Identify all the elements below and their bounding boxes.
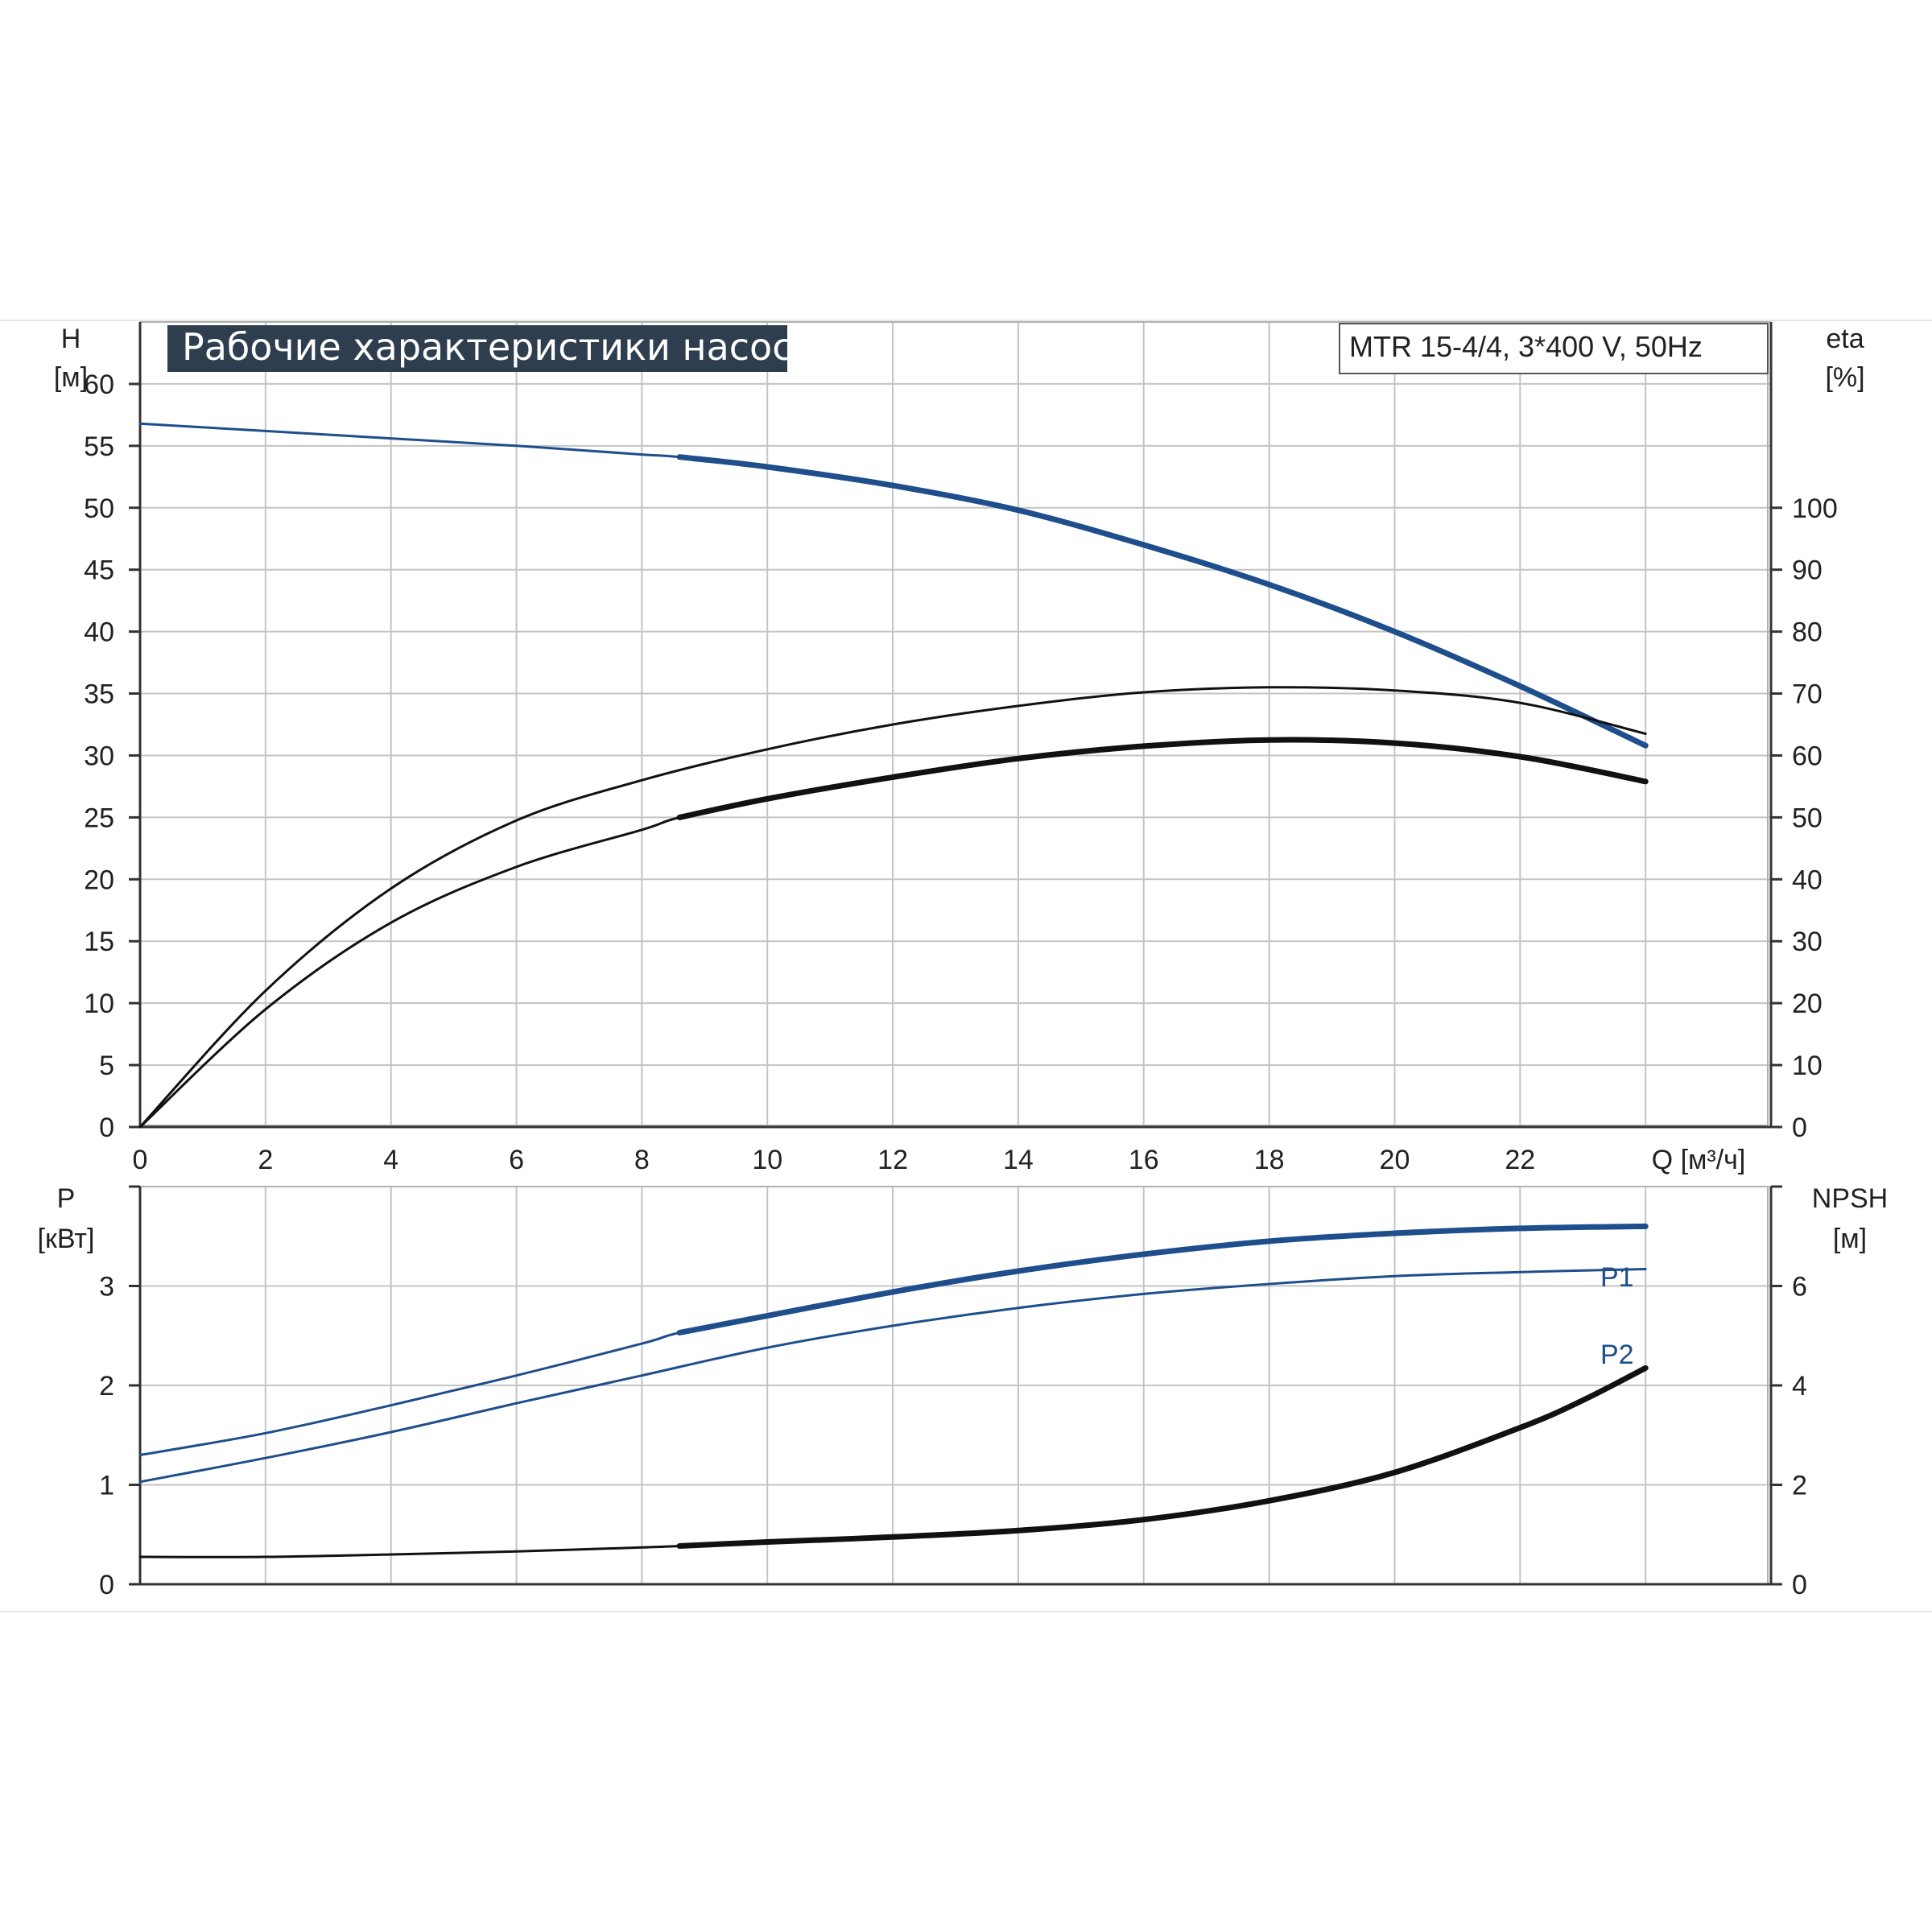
y2-tick-label: 20	[1792, 989, 1823, 1019]
top-tick-labels: 0 2 4 6 8 10 12 14 16 18 20 22 0 5 10 15 20 25 30 35 40 45 50 5…	[84, 369, 1838, 1175]
bottom-y-tick-label: 2	[99, 1371, 114, 1402]
y-tick-label: 35	[84, 679, 114, 710]
y2-tick-label: 90	[1792, 555, 1823, 586]
y2-tick-label: 50	[1792, 803, 1823, 833]
y-tick-label: 25	[84, 803, 114, 833]
top-y2-axis-unit: [%]	[1825, 362, 1864, 393]
bottom-y-tick-label: 3	[99, 1272, 114, 1302]
bottom-y-tick-label: 0	[99, 1570, 114, 1600]
y2-tick-label: 100	[1792, 493, 1838, 524]
x-tick-label: 12	[877, 1145, 908, 1175]
y2-tick-label: 10	[1792, 1051, 1823, 1081]
y-tick-label: 55	[84, 431, 114, 462]
p1-curve-label: P1	[1600, 1262, 1634, 1293]
bottom-y2-axis-label: NPSH	[1812, 1183, 1888, 1214]
x-tick-label: 18	[1254, 1145, 1285, 1175]
x-tick-label: 10	[752, 1145, 782, 1175]
bottom-series-0-operating-range	[676, 1223, 1649, 1335]
y-tick-label: 40	[84, 617, 114, 648]
y2-tick-label: 60	[1792, 741, 1823, 771]
curves	[138, 422, 1649, 1558]
bottom-y-tick-label: 1	[99, 1471, 114, 1501]
bottom-y-axis-unit: [кВт]	[38, 1224, 95, 1254]
model-label-box	[1339, 323, 1769, 374]
y-tick-label: 5	[99, 1051, 114, 1081]
top-grid	[140, 321, 1772, 1127]
y-tick-label: 0	[99, 1113, 114, 1143]
x-axis-label: Q [м³/ч]	[1652, 1145, 1746, 1175]
x-tick-label: 22	[1505, 1145, 1535, 1175]
top-series-2-operating-range	[676, 737, 1649, 820]
x-tick-label: 14	[1003, 1145, 1034, 1175]
bottom-y2-tick-label: 2	[1792, 1471, 1807, 1501]
bottom-series-2-operating-range	[676, 1364, 1649, 1549]
y-tick-label: 30	[84, 741, 114, 771]
top-series-1-line	[138, 686, 1647, 1129]
bottom-y2-tick-label: 6	[1792, 1272, 1807, 1302]
x-tick-label: 8	[634, 1145, 650, 1175]
x-tick-label: 2	[258, 1145, 273, 1175]
y-tick-label: 45	[84, 555, 114, 586]
y-tick-label: 50	[84, 493, 114, 524]
bottom-y2-tick-label: 4	[1792, 1371, 1807, 1402]
y2-tick-label: 40	[1792, 865, 1823, 895]
bottom-grid	[140, 1186, 1772, 1584]
y2-tick-label: 70	[1792, 679, 1823, 710]
x-tick-label: 16	[1129, 1145, 1159, 1175]
top-series-0-operating-range	[676, 454, 1649, 749]
y-tick-label: 60	[84, 369, 114, 400]
p2-curve-label: P2	[1600, 1340, 1634, 1370]
chart-title: Рабочие характеристики насоса	[182, 325, 815, 369]
x-tick-label: 4	[383, 1145, 398, 1175]
bottom-y2-axis-unit: [м]	[1833, 1224, 1867, 1254]
y2-tick-label: 80	[1792, 617, 1823, 648]
x-tick-label: 6	[509, 1145, 524, 1175]
x-tick-label: 0	[133, 1145, 148, 1175]
model-label: MTR 15-4/4, 3*400 V, 50Hz	[1349, 330, 1703, 363]
top-y-axis-unit: [м]	[54, 362, 88, 393]
bottom-series-1-line	[138, 1268, 1647, 1484]
bottom-tick-labels: 0 1 2 3 0 2 4 6	[99, 1185, 1807, 1600]
top-y2-axis-label: eta	[1826, 324, 1864, 354]
y-tick-label: 10	[84, 989, 114, 1019]
y-tick-label: 20	[84, 865, 114, 895]
top-y-axis-label: H	[61, 324, 81, 354]
y2-tick-label: 30	[1792, 927, 1823, 957]
chart-title-box	[167, 325, 787, 372]
bottom-y2-tick-label: 0	[1792, 1570, 1807, 1600]
y-tick-label: 15	[84, 927, 114, 957]
bottom-y-axis-label: P	[57, 1183, 76, 1214]
y2-tick-label: 0	[1792, 1113, 1807, 1143]
top-plot-frame	[139, 321, 1769, 1126]
x-tick-label: 20	[1380, 1145, 1410, 1175]
